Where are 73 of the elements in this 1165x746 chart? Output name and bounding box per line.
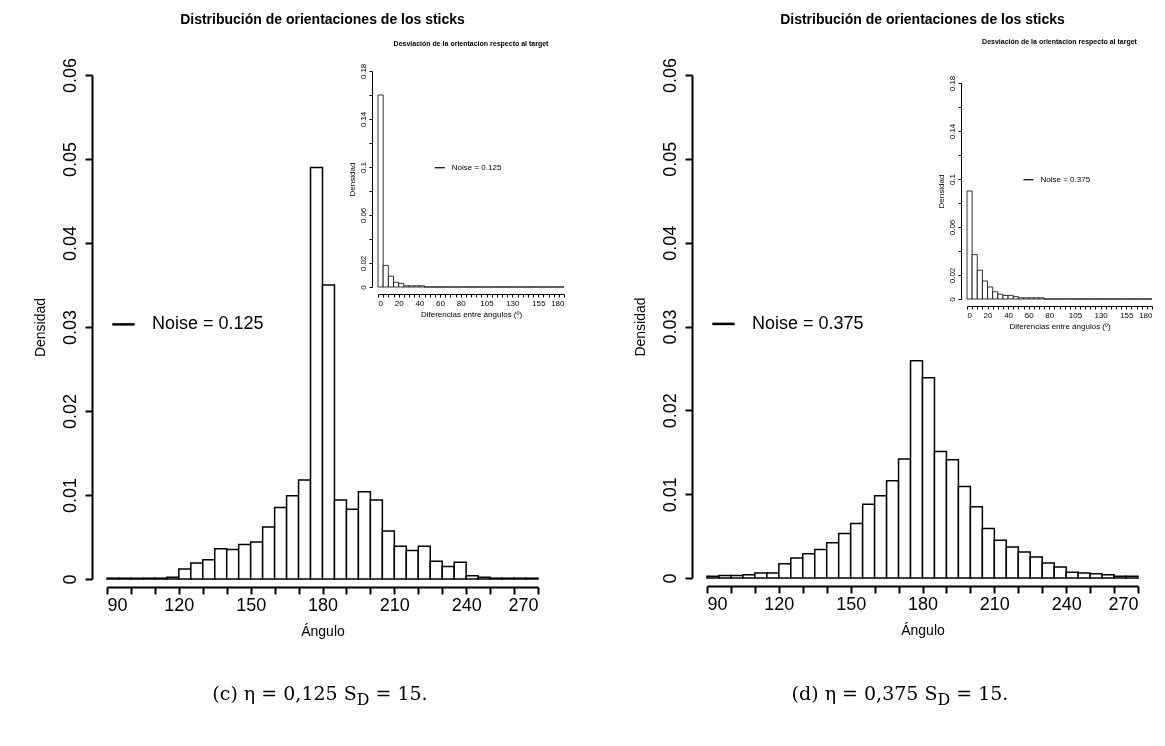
- y-tick-label: 0: [358, 284, 368, 290]
- x-tick-label: 270: [508, 594, 539, 615]
- x-tick-label: 80: [456, 298, 467, 308]
- legend-label: Noise = 0.375: [752, 312, 864, 333]
- x-tick-label: 120: [764, 593, 795, 614]
- x-tick-label: 20: [394, 298, 405, 308]
- y-tick-label: 0.06: [358, 207, 368, 224]
- y-tick-label: 0.04: [59, 225, 80, 262]
- y-axis-title: Densidad: [936, 174, 946, 209]
- y-tick-label: 0.18: [947, 75, 957, 92]
- y-tick-label: 0.02: [947, 267, 957, 284]
- y-tick-label: 0.14: [358, 111, 368, 128]
- legend-label: Noise = 0.125: [152, 313, 264, 334]
- x-tick-label: 60: [1024, 310, 1035, 320]
- x-tick-label: 180: [1139, 310, 1154, 320]
- x-tick-label: 40: [1004, 310, 1014, 320]
- x-tick-label: 105: [1068, 310, 1083, 320]
- y-axis-title: Densidad: [347, 162, 357, 197]
- x-tick-label: 270: [1108, 593, 1139, 614]
- legend-label: Noise = 0.375: [1040, 174, 1091, 184]
- y-tick-label: 0.01: [659, 477, 680, 513]
- chart-title: Distribución de orientaciones de los sticks: [180, 11, 466, 28]
- x-tick-label: 130: [506, 298, 521, 308]
- legend-label: Noise = 0.125: [451, 162, 502, 172]
- x-tick-label: 240: [1051, 593, 1082, 614]
- y-tick-label: 0.03: [59, 309, 80, 346]
- x-tick-label: 180: [307, 594, 339, 615]
- y-tick-label: 0.1: [358, 161, 368, 174]
- y-tick-label: 0.14: [947, 123, 957, 140]
- y-tick-label: 0.01: [59, 477, 80, 514]
- y-axis-title: Densidad: [631, 297, 648, 357]
- x-tick-label: 40: [415, 298, 425, 308]
- x-tick-label: 120: [164, 594, 195, 615]
- text: (d) η = 0,375 S$_{D}$ = 15.: [790, 682, 1010, 709]
- y-tick-label: 0.04: [659, 225, 680, 261]
- y-tick-label: 0.18: [358, 63, 368, 80]
- x-tick-label: 240: [451, 594, 482, 615]
- x-tick-label: 155: [531, 298, 546, 308]
- x-tick-label: 105: [480, 298, 495, 308]
- x-tick-label: 90: [107, 594, 128, 615]
- x-axis-title: Ángulo: [901, 621, 946, 638]
- text: (c) η = 0,125 S$_{D}$ = 15.: [211, 682, 429, 709]
- x-axis-title: Ángulo: [301, 622, 346, 639]
- y-tick-label: 0.06: [59, 57, 80, 94]
- y-tick-label: 0: [659, 573, 680, 584]
- y-tick-label: 0.1: [947, 173, 957, 186]
- x-tick-label: 150: [836, 593, 867, 614]
- y-tick-label: 0.03: [659, 309, 680, 345]
- x-tick-label: 90: [707, 593, 728, 614]
- y-axis-title: Densidad: [31, 297, 48, 358]
- x-tick-label: 60: [436, 298, 446, 308]
- x-tick-label: 210: [979, 593, 1010, 614]
- x-tick-label: 180: [551, 298, 566, 308]
- x-tick-label: 210: [379, 594, 410, 615]
- x-axis-title: Diferencias entre ángulos (º): [1009, 321, 1111, 331]
- x-tick-label: 150: [236, 594, 267, 615]
- y-tick-label: 0: [59, 574, 80, 585]
- y-tick-label: 0.02: [59, 393, 80, 430]
- x-tick-label: 155: [1120, 310, 1135, 320]
- chart-title: Distribución de orientaciones de los sticks: [780, 11, 1066, 28]
- x-tick-label: 180: [907, 593, 939, 614]
- x-tick-label: 0: [967, 310, 973, 320]
- y-tick-label: 0.06: [659, 57, 680, 94]
- y-tick-label: 0.05: [59, 141, 80, 178]
- y-tick-label: 0.02: [659, 393, 680, 429]
- y-tick-label: 0.06: [947, 219, 957, 236]
- x-axis-title: Diferencias entre ángulos (º): [420, 309, 523, 319]
- x-tick-label: 20: [983, 310, 994, 320]
- x-tick-label: 0: [378, 298, 384, 308]
- x-tick-label: 80: [1045, 310, 1055, 320]
- y-tick-label: 0.05: [659, 141, 680, 177]
- x-tick-label: 130: [1094, 310, 1109, 320]
- y-tick-label: 0.02: [358, 255, 368, 272]
